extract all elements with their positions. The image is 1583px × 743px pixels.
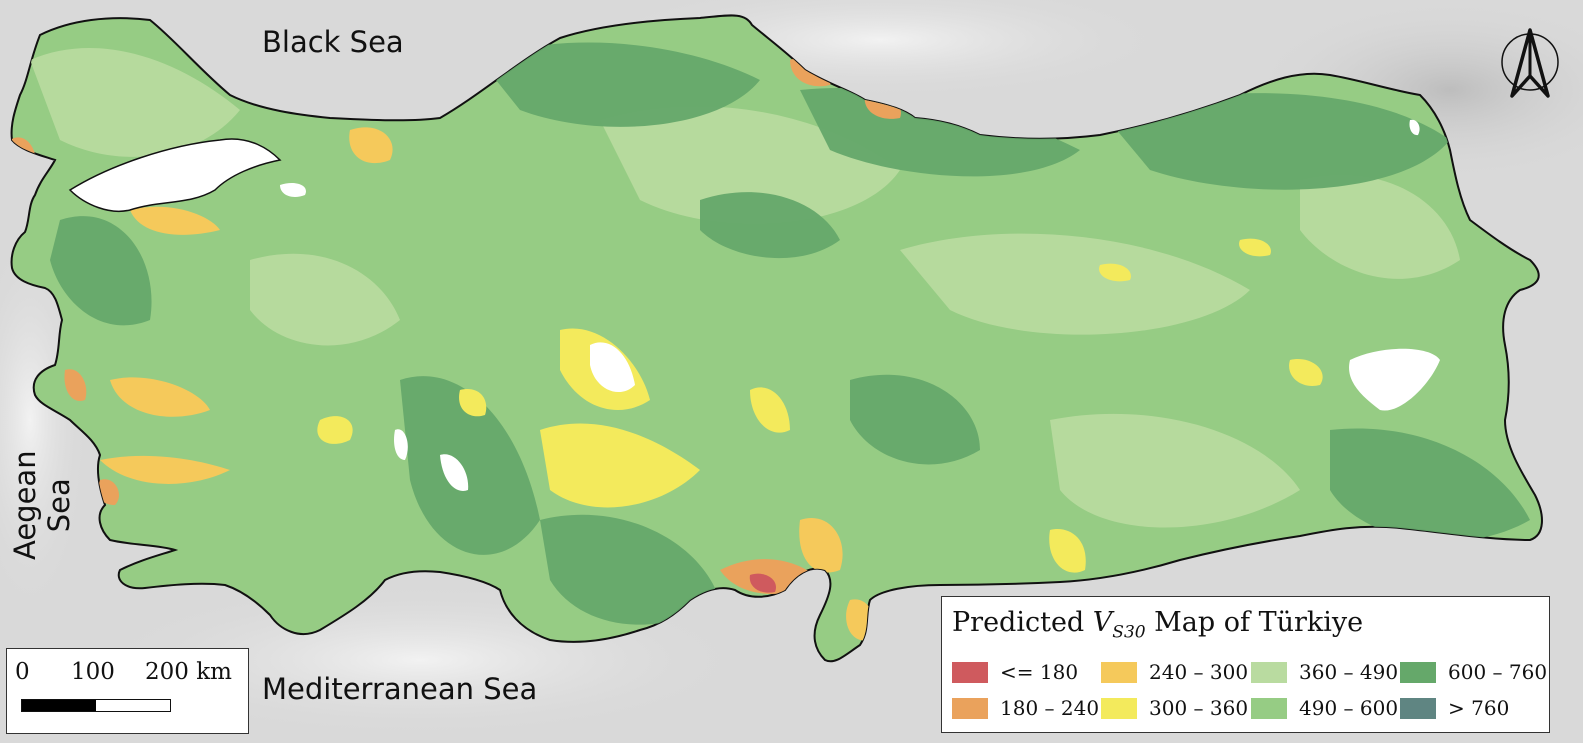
legend-item-490-600: 490 – 600 [1251,696,1399,720]
black-sea-label: Black Sea [262,25,404,59]
legend-label: 490 – 600 [1299,696,1399,720]
legend-item-le-180: <= 180 [952,660,1079,684]
vs30-zones [11,42,1530,641]
legend-title: Predicted VS30 Map of Türkiye [952,607,1363,642]
legend-title-var: V [1092,607,1113,638]
legend-label: 180 – 240 [1000,696,1100,720]
north-arrow-icon [1501,28,1559,98]
scale-tick-0: 0 [15,659,30,685]
legend-item-360-490: 360 – 490 [1251,660,1399,684]
legend-label: 360 – 490 [1299,660,1399,684]
legend-label: 300 – 360 [1149,696,1249,720]
zone-600-760 [50,42,1530,625]
legend-title-suffix: Map of Türkiye [1145,607,1364,638]
marmara-sea [68,138,282,212]
map-legend: Predicted VS30 Map of Türkiye <= 180 180… [941,596,1550,733]
legend-label: 240 – 300 [1149,660,1249,684]
legend-swatch [952,697,988,719]
legend-label: > 760 [1448,696,1510,720]
aegean-sea-label-line2: Sea [42,478,76,533]
legend-title-prefix: Predicted [952,607,1093,638]
legend-swatch [1400,697,1436,719]
zone-300-360 [317,238,1323,573]
legend-label: <= 180 [1000,660,1079,684]
zone-360-490 [30,48,1460,528]
aegean-sea-label-line1: Aegean [8,450,42,560]
scale-tick-100: 100 [71,659,115,685]
legend-swatch [1400,661,1436,683]
legend-label: 600 – 760 [1448,660,1548,684]
legend-item-gt-760: > 760 [1400,696,1510,720]
legend-swatch [952,661,988,683]
scale-tick-200-km: 200 km [145,659,232,685]
scale-bar-box: 0 100 200 km [6,648,249,734]
scale-bar [21,699,171,712]
legend-item-240-300: 240 – 300 [1101,660,1249,684]
aegean-sea-label: Aegean Sea [8,450,76,560]
legend-swatch [1251,697,1287,719]
legend-swatch [1101,697,1137,719]
legend-title-sub: S30 [1112,622,1146,643]
zone-le-180 [749,573,776,593]
mediterranean-sea-label: Mediterranean Sea [262,672,538,706]
legend-item-180-240: 180 – 240 [952,696,1100,720]
legend-item-600-760: 600 – 760 [1400,660,1548,684]
legend-swatch [1101,661,1137,683]
legend-item-300-360: 300 – 360 [1101,696,1249,720]
scale-bar-black-segment [22,700,96,711]
legend-swatch [1251,661,1287,683]
